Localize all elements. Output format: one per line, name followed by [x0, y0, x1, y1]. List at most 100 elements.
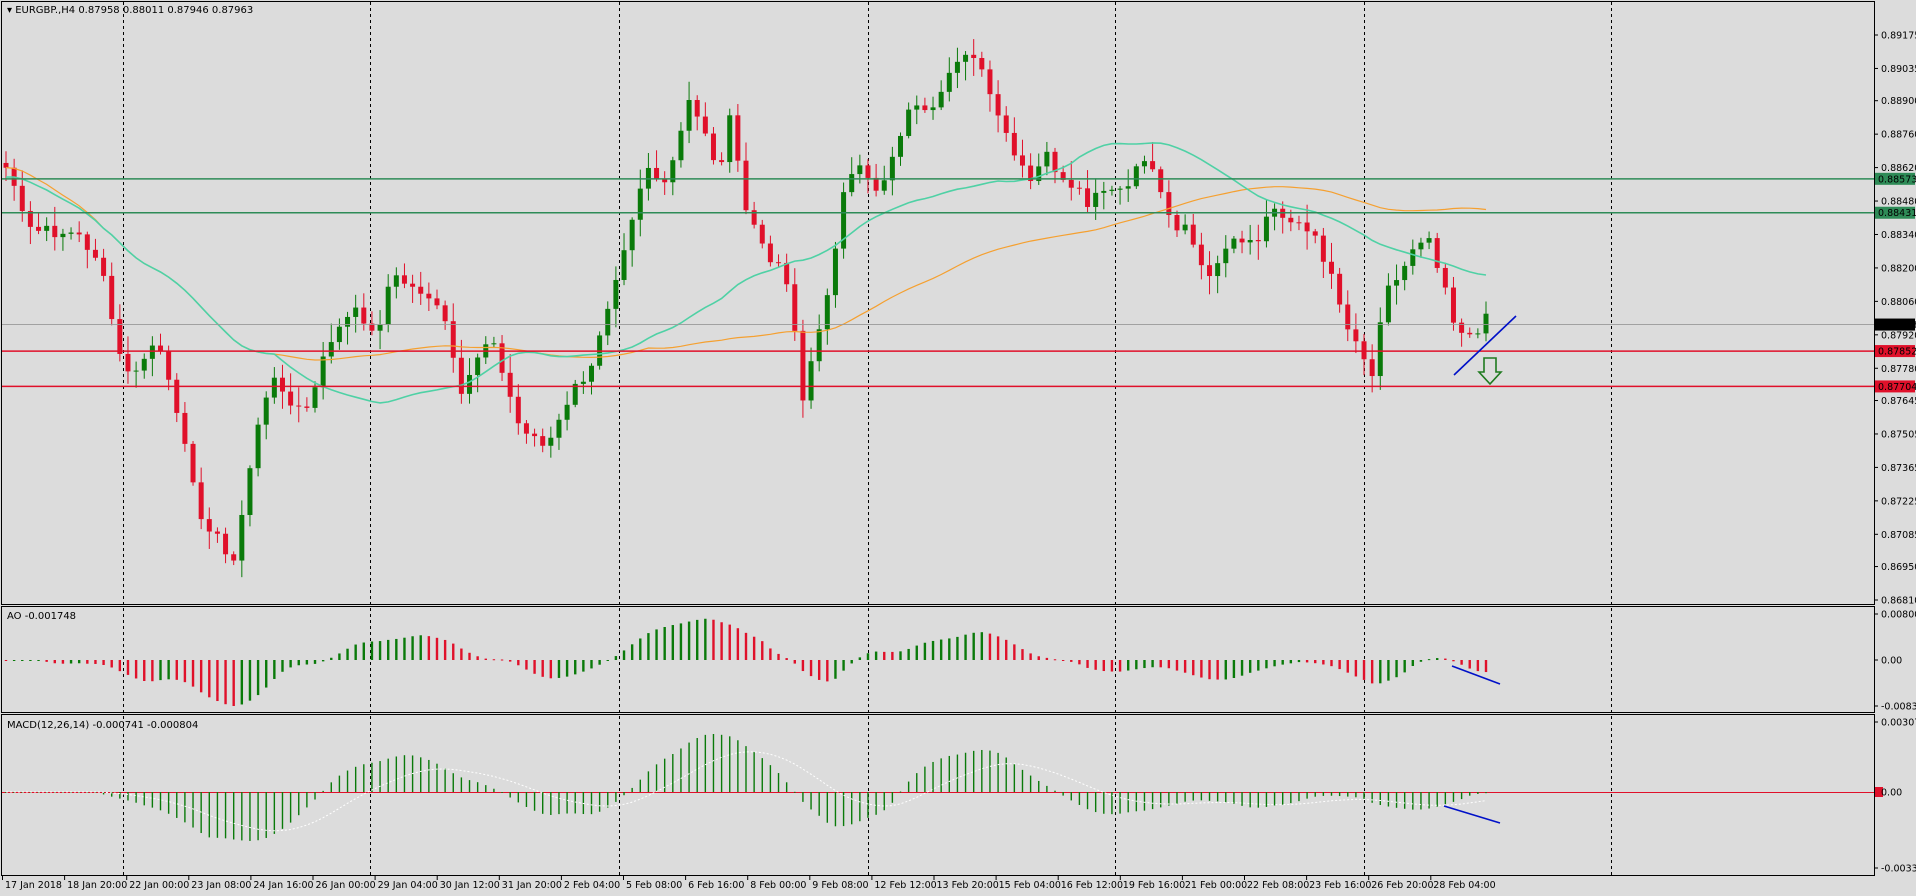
candle — [304, 397, 310, 412]
candle — [1402, 261, 1408, 291]
ao-bar — [159, 660, 162, 681]
macd-bar — [875, 792, 877, 815]
candle — [686, 81, 692, 144]
candle — [800, 319, 806, 418]
candle — [1239, 230, 1245, 254]
time-tick-label: 12 Feb 12:00 — [874, 880, 936, 891]
candle — [629, 217, 635, 267]
macd-bar — [1469, 792, 1471, 796]
macd-bar — [1314, 792, 1316, 797]
ao-bar — [1338, 660, 1341, 670]
ao-bar — [1053, 659, 1057, 661]
main-price-panel[interactable] — [1, 1, 1875, 605]
macd-indicator-panel[interactable] — [1, 714, 1875, 876]
time-axis[interactable]: 17 Jan 2018 18 Jan 20:00 22 Jan 00:00 23 Ja… — [2, 875, 1496, 891]
ao-bar — [1419, 660, 1423, 662]
candle — [776, 254, 782, 268]
macd-bar — [151, 792, 154, 808]
time-tick-label: 5 Feb 08:00 — [626, 880, 682, 891]
candle — [792, 268, 798, 341]
ao-bar — [452, 643, 455, 660]
candle — [727, 108, 733, 173]
macd-bar — [1029, 775, 1032, 792]
macd-bar — [753, 752, 755, 792]
macd-bar — [956, 754, 959, 792]
ao-bar — [1370, 660, 1374, 684]
ao-bar — [1102, 660, 1106, 672]
ao-bar — [874, 651, 878, 660]
macd-divergence-line[interactable] — [1443, 805, 1501, 824]
level-badge-label: 0.87704 — [1878, 382, 1916, 393]
candle — [239, 500, 245, 578]
candle — [898, 132, 904, 166]
candle — [418, 271, 424, 305]
candle — [1052, 147, 1058, 184]
candle — [385, 274, 391, 333]
ao-bar — [191, 660, 195, 687]
macd-bar — [729, 736, 731, 792]
macd-bar — [1347, 792, 1349, 797]
candle — [987, 60, 993, 112]
macd-bar — [940, 758, 942, 792]
ao-bar — [939, 639, 943, 660]
macd-bar — [1395, 792, 1398, 808]
ao-divergence-line[interactable] — [1451, 665, 1501, 685]
candle — [1320, 227, 1326, 279]
candle — [1076, 181, 1082, 195]
candle — [190, 441, 196, 486]
ao-bar — [557, 660, 561, 678]
candle — [1182, 214, 1188, 235]
macd-bar — [818, 792, 820, 816]
ao-bar — [265, 660, 268, 688]
macd-bar — [663, 758, 666, 792]
ao-bar — [1070, 660, 1073, 662]
ao-bar — [777, 653, 780, 660]
candle — [954, 47, 960, 89]
macd-bar — [371, 762, 373, 792]
price-tick-label: 0.89175 — [1881, 31, 1916, 42]
ao-bar — [370, 641, 374, 660]
macd-bar — [590, 792, 593, 815]
ao-bar — [525, 660, 528, 670]
candle — [1450, 276, 1456, 331]
ao-bar — [468, 652, 471, 660]
macd-bar — [273, 792, 276, 834]
trend-line-up[interactable] — [1453, 315, 1517, 376]
candle — [1312, 228, 1318, 244]
candle — [1255, 224, 1261, 260]
level-badge-1 — [1875, 206, 1915, 219]
down-arrow-icon[interactable] — [1477, 357, 1503, 386]
ao-bar — [224, 660, 227, 705]
macd-bar — [989, 750, 991, 792]
macd-bar — [420, 757, 422, 792]
ao-bar — [1224, 660, 1227, 680]
macd-bar — [1143, 792, 1146, 811]
candle — [76, 221, 82, 243]
ao-bar — [492, 659, 496, 661]
macd-bar — [785, 782, 788, 792]
macd-bar — [842, 792, 845, 827]
candle — [68, 227, 74, 240]
candle — [1174, 210, 1180, 237]
candle — [1353, 313, 1359, 354]
ao-bar — [671, 625, 675, 660]
ao-bar — [378, 641, 382, 660]
macd-bar — [184, 792, 186, 823]
candle — [467, 358, 473, 404]
time-tick-label: 28 Feb 04:00 — [1433, 880, 1495, 891]
candle — [678, 122, 684, 168]
level-badge-4 — [1875, 380, 1915, 393]
candle — [223, 527, 229, 564]
ao-bar — [508, 660, 512, 662]
ao-indicator-panel[interactable] — [1, 606, 1875, 713]
macd-bar — [810, 792, 812, 810]
price-tick-label: 0.87085 — [1881, 530, 1916, 541]
candle — [1337, 267, 1343, 313]
ao-bar — [476, 656, 479, 660]
candle — [580, 371, 586, 394]
